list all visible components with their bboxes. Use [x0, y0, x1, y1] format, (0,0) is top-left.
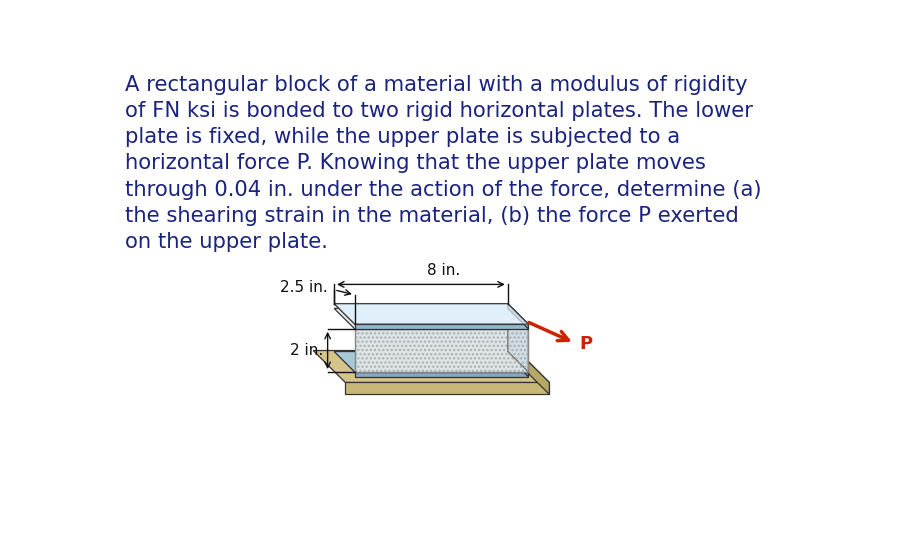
- Polygon shape: [334, 304, 529, 324]
- Text: plate is fixed, while the upper plate is subjected to a: plate is fixed, while the upper plate is…: [125, 127, 681, 147]
- Polygon shape: [354, 324, 529, 329]
- Text: the shearing strain in the material, (b) the force P exerted: the shearing strain in the material, (b)…: [125, 206, 739, 226]
- Polygon shape: [334, 304, 529, 324]
- Text: 8 in.: 8 in.: [427, 263, 461, 278]
- Polygon shape: [507, 309, 529, 372]
- Polygon shape: [507, 352, 529, 377]
- Polygon shape: [518, 351, 550, 394]
- Polygon shape: [354, 329, 529, 372]
- Polygon shape: [334, 352, 529, 372]
- Polygon shape: [334, 309, 529, 329]
- Text: of FN ksi is bonded to two rigid horizontal plates. The lower: of FN ksi is bonded to two rigid horizon…: [125, 101, 753, 121]
- Text: horizontal force P. Knowing that the upper plate moves: horizontal force P. Knowing that the upp…: [125, 153, 706, 174]
- Text: 2.5 in.: 2.5 in.: [279, 280, 327, 295]
- Text: 2 in.: 2 in.: [290, 343, 323, 358]
- Text: A rectangular block of a material with a modulus of rigidity: A rectangular block of a material with a…: [125, 75, 748, 95]
- Polygon shape: [313, 351, 550, 382]
- Text: through 0.04 in. under the action of the force, determine (a): through 0.04 in. under the action of the…: [125, 180, 762, 199]
- Polygon shape: [345, 382, 550, 394]
- Polygon shape: [507, 304, 529, 329]
- Text: on the upper plate.: on the upper plate.: [125, 232, 328, 252]
- Text: P: P: [579, 335, 593, 353]
- Polygon shape: [354, 372, 529, 377]
